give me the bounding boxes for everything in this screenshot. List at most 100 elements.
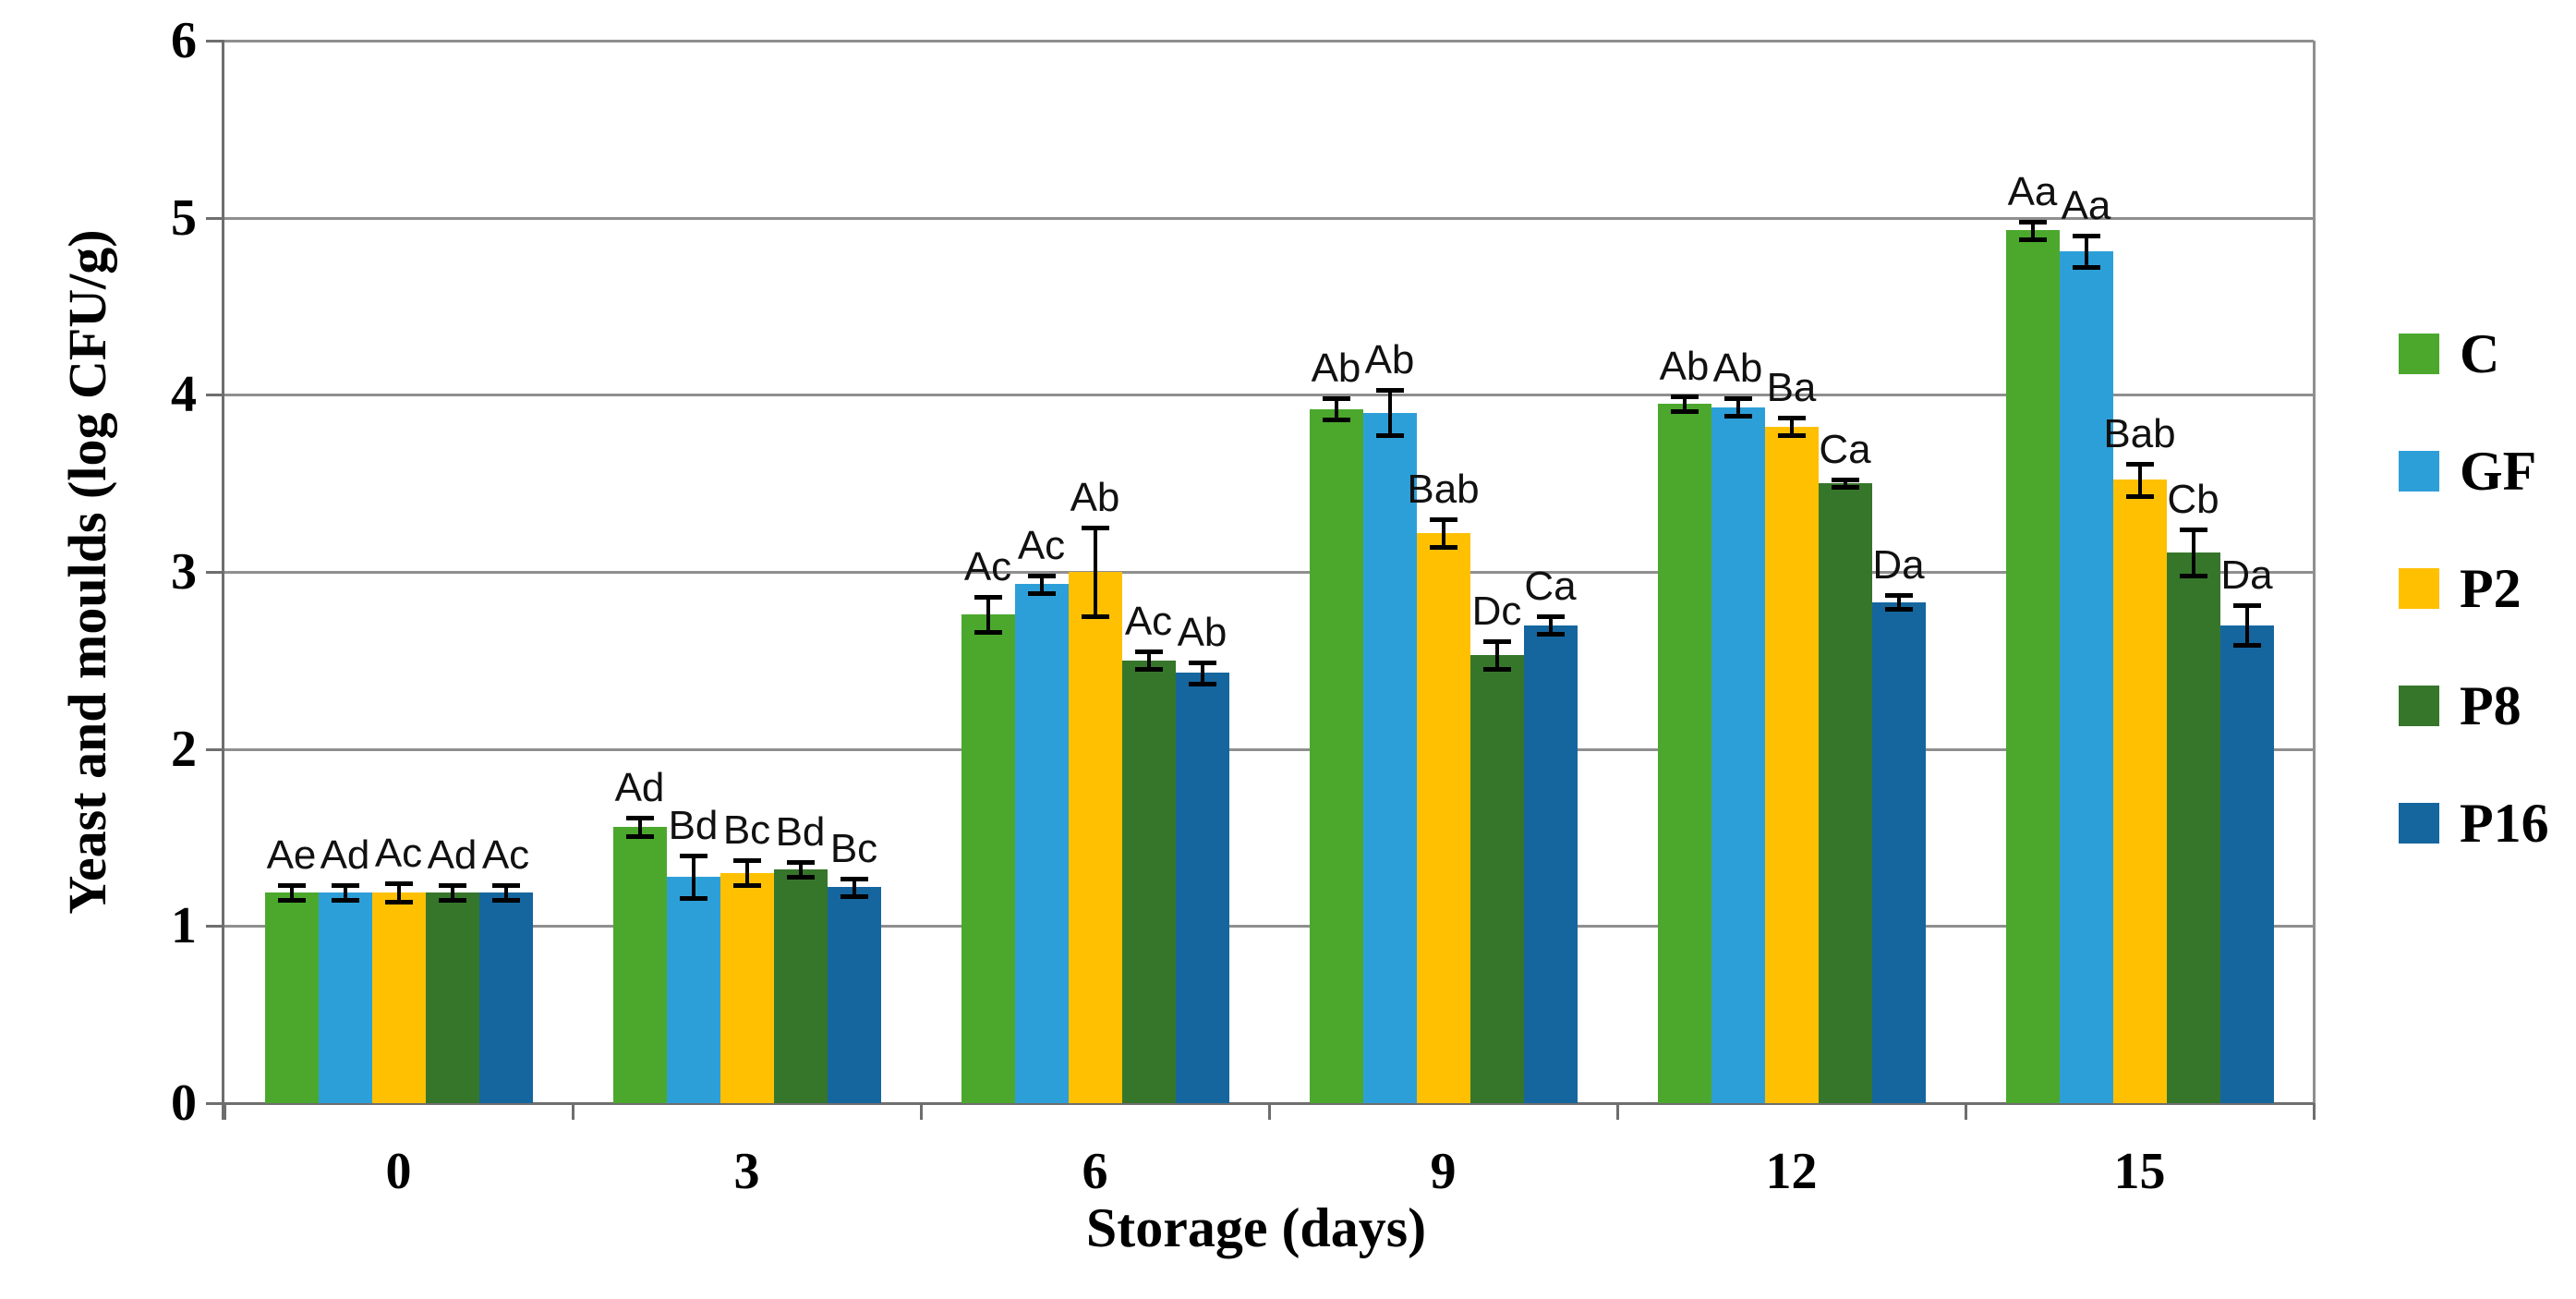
bar-C-day12 xyxy=(1657,403,1711,1103)
error-cap-bottom-C-day6 xyxy=(974,630,1002,636)
sig-label-P16-day6: Ab xyxy=(1177,609,1228,655)
sig-label-P2-day15: Bab xyxy=(2103,411,2176,457)
error-bar-P16-day3 xyxy=(852,878,856,896)
error-cap-bottom-P16-day9 xyxy=(1536,632,1565,637)
error-bar-P8-day9 xyxy=(1494,640,1499,670)
error-bar-P8-day6 xyxy=(1146,651,1151,670)
y-tick-label-2: 2 xyxy=(171,720,197,778)
bar-P2-day12 xyxy=(1764,426,1819,1103)
error-cap-top-P2-day9 xyxy=(1429,516,1457,522)
sig-label-GF-day6: Ac xyxy=(1017,522,1066,568)
error-cap-bottom-P8-day0 xyxy=(438,897,466,903)
error-cap-top-P16-day9 xyxy=(1536,613,1565,619)
error-cap-bottom-P16-day15 xyxy=(2232,642,2261,648)
bar-C-day6 xyxy=(961,614,1015,1103)
y-tick-label-1: 1 xyxy=(171,897,197,955)
bar-P8-day3 xyxy=(773,869,828,1103)
y-tick-label-6: 6 xyxy=(171,12,197,69)
error-cap-top-GF-day12 xyxy=(1723,396,1752,402)
x-axis-tick-2 xyxy=(920,1103,923,1120)
bar-P8-day12 xyxy=(1818,483,1872,1103)
error-bar-P8-day12 xyxy=(1843,480,1847,487)
error-cap-bottom-GF-day15 xyxy=(2072,265,2100,271)
bar-P2-day9 xyxy=(1416,532,1470,1103)
bar-P16-day6 xyxy=(1175,673,1229,1103)
x-axis-tick-5 xyxy=(1965,1103,1967,1120)
error-cap-top-P2-day0 xyxy=(384,881,413,887)
gridline-y5 xyxy=(224,216,2314,220)
bar-C-day0 xyxy=(264,892,319,1103)
gridline-y2 xyxy=(224,747,2314,751)
error-bar-C-day9 xyxy=(1334,398,1338,420)
sig-label-P16-day0: Ac xyxy=(481,832,530,879)
bar-P2-day3 xyxy=(720,872,774,1103)
bar-C-day9 xyxy=(1309,408,1363,1103)
error-cap-top-P16-day0 xyxy=(491,883,520,889)
error-cap-bottom-C-day15 xyxy=(2018,237,2047,242)
gridline-y1 xyxy=(224,925,2314,929)
x-tick-label-9: 9 xyxy=(1430,1143,1457,1200)
error-bar-P16-day6 xyxy=(1200,662,1204,684)
sig-label-P16-day9: Ca xyxy=(1524,563,1577,609)
sig-label-P2-day6: Ab xyxy=(1070,475,1120,521)
sig-label-C-day6: Ac xyxy=(963,543,1012,589)
legend-swatch-P16-icon xyxy=(2399,803,2439,844)
error-bar-P8-day0 xyxy=(450,885,454,900)
error-cap-bottom-GF-day6 xyxy=(1027,591,1056,596)
error-cap-bottom-P2-day3 xyxy=(732,883,761,889)
bar-C-day15 xyxy=(2005,230,2060,1103)
error-cap-top-P16-day3 xyxy=(840,876,868,881)
bar-P16-day0 xyxy=(478,892,533,1103)
sig-label-GF-day15: Aa xyxy=(2061,182,2111,228)
legend-swatch-P2-icon xyxy=(2399,568,2439,609)
sig-label-GF-day12: Ab xyxy=(1712,346,1763,392)
sig-label-C-day3: Ad xyxy=(614,765,665,811)
bar-P8-day0 xyxy=(425,892,479,1103)
bar-GF-day0 xyxy=(318,892,372,1103)
error-cap-top-P8-day9 xyxy=(1482,638,1511,644)
error-cap-bottom-GF-day3 xyxy=(679,895,707,901)
x-tick-label-0: 0 xyxy=(385,1143,412,1200)
sig-label-C-day15: Aa xyxy=(2007,168,2058,214)
sig-label-P8-day12: Ca xyxy=(1819,427,1871,473)
x-axis-tick-0 xyxy=(224,1103,226,1120)
error-cap-top-C-day0 xyxy=(277,883,306,889)
error-bar-P8-day15 xyxy=(2191,529,2195,576)
error-bar-P16-day15 xyxy=(2244,605,2249,645)
bar-GF-day15 xyxy=(2059,251,2113,1103)
bar-P16-day3 xyxy=(827,887,881,1103)
error-cap-bottom-P8-day3 xyxy=(786,874,815,880)
error-cap-bottom-P8-day9 xyxy=(1482,667,1511,673)
error-cap-bottom-P8-day12 xyxy=(1831,485,1859,490)
bar-GF-day6 xyxy=(1014,584,1069,1103)
error-bar-GF-day6 xyxy=(1039,575,1044,593)
error-cap-top-C-day6 xyxy=(974,594,1002,600)
error-bar-P2-day3 xyxy=(744,860,749,886)
sig-label-P16-day3: Bc xyxy=(829,825,878,871)
sig-label-P2-day12: Ba xyxy=(1766,365,1817,411)
error-cap-bottom-GF-day9 xyxy=(1375,433,1404,439)
error-bar-P2-day15 xyxy=(2137,464,2142,496)
plot-right-border xyxy=(2313,41,2316,1103)
error-cap-bottom-C-day9 xyxy=(1322,418,1350,423)
error-cap-bottom-GF-day0 xyxy=(331,897,359,903)
error-bar-P2-day12 xyxy=(1789,418,1794,436)
y-axis-line xyxy=(222,41,224,1120)
gridline-y3 xyxy=(224,571,2314,574)
y-axis-tick-6 xyxy=(206,40,224,42)
error-cap-top-P2-day6 xyxy=(1081,526,1109,531)
error-bar-P2-day9 xyxy=(1441,518,1445,548)
bar-GF-day3 xyxy=(666,876,720,1103)
y-tick-label-0: 0 xyxy=(171,1074,197,1132)
error-cap-top-C-day12 xyxy=(1670,395,1699,400)
y-tick-label-4: 4 xyxy=(171,366,197,424)
error-cap-bottom-P2-day9 xyxy=(1429,545,1457,551)
y-axis-tick-0 xyxy=(206,1102,224,1105)
error-bar-GF-day0 xyxy=(343,885,347,900)
error-cap-top-P8-day12 xyxy=(1831,478,1859,483)
error-cap-bottom-C-day0 xyxy=(277,897,306,903)
x-tick-label-15: 15 xyxy=(2113,1143,2166,1200)
error-cap-bottom-GF-day12 xyxy=(1723,414,1752,419)
legend-label-GF: GF xyxy=(2460,441,2537,502)
